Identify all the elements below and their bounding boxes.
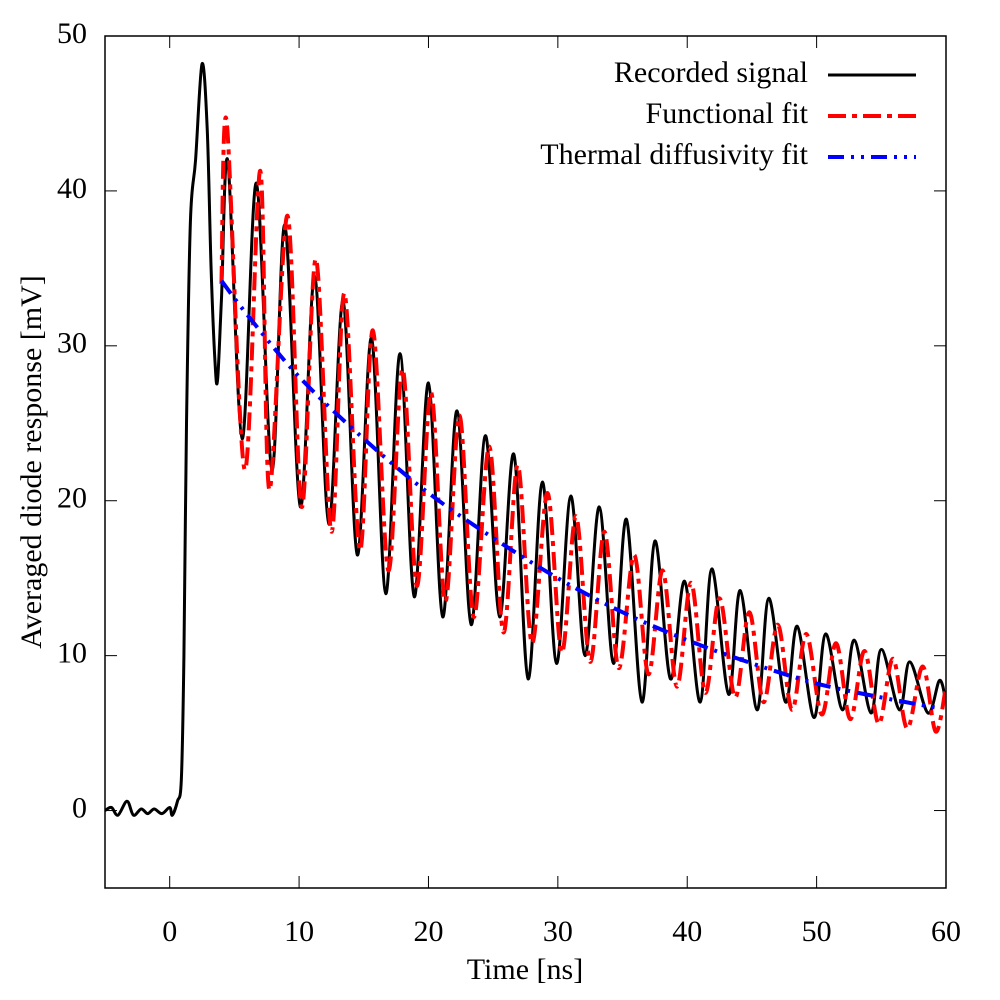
- x-tick-label: 50: [802, 915, 832, 948]
- legend-label: Thermal diffusivity fit: [540, 138, 808, 171]
- y-axis-label: Averaged diode response [mV]: [15, 275, 48, 648]
- y-tick-label: 50: [57, 17, 87, 50]
- y-tick-label: 0: [72, 791, 87, 824]
- series-line: [105, 62, 946, 817]
- legend-label: Functional fit: [646, 97, 809, 130]
- plot-frame: [104, 35, 947, 889]
- x-tick-label: 30: [543, 915, 573, 948]
- y-tick-label: 20: [57, 482, 87, 515]
- x-tick-label: 20: [413, 915, 443, 948]
- y-tick-label: 30: [57, 327, 87, 360]
- series-line: [219, 279, 940, 711]
- x-tick-label: 10: [284, 915, 314, 948]
- y-tick-label: 10: [57, 637, 87, 670]
- x-tick-label: 40: [672, 915, 702, 948]
- y-tick-label: 40: [57, 172, 87, 205]
- series-line: [219, 115, 946, 734]
- x-tick-label: 0: [162, 915, 177, 948]
- legend-label: Recorded signal: [614, 56, 808, 89]
- x-tick-label: 60: [931, 915, 961, 948]
- x-axis-label: Time [ns]: [467, 953, 583, 986]
